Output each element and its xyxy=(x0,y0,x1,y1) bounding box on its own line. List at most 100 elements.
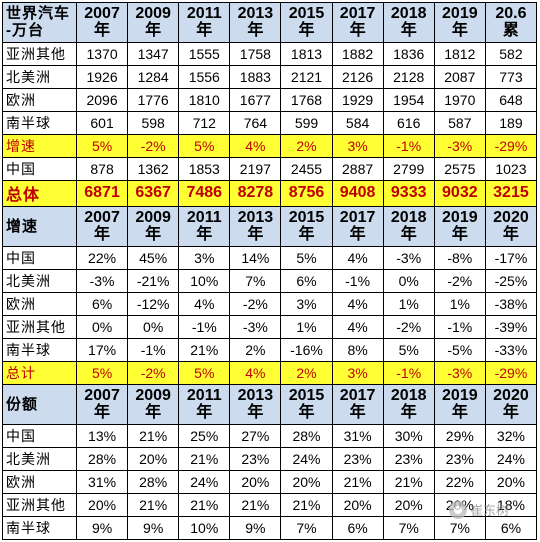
value-cell: 648 xyxy=(484,87,538,112)
table-row: 北美洲 1926 1284 1556 1883 2121 2126 2128 2087 773 xyxy=(2,64,538,89)
value-cell: 18% xyxy=(484,492,538,517)
value-cell: 582 xyxy=(484,41,538,66)
value-cell: 2455 xyxy=(280,156,333,181)
row-label-cell: 北美洲 xyxy=(2,268,77,293)
table-row: 中国 22% 45% 3% 14% 5% 4% -3% -8% -17% xyxy=(2,245,538,270)
table-row: 北美洲 28% 20% 21% 23% 24% 23% 23% 23% 24% xyxy=(2,446,538,471)
value-cell: -17% xyxy=(484,245,538,270)
value-cell: -8% xyxy=(433,245,486,270)
value-cell: 0% xyxy=(75,314,129,339)
value-cell: 4% xyxy=(178,291,231,316)
year-header-cell: 2020 年 xyxy=(484,206,538,247)
value-cell: 31% xyxy=(75,469,129,494)
year-header-cell: 2018 年 xyxy=(382,2,435,43)
year-header-cell: 20.6 累 xyxy=(484,2,538,43)
value-cell: 189 xyxy=(484,110,538,135)
value-cell: 7% xyxy=(229,268,282,293)
value-cell: 0% xyxy=(382,268,435,293)
value-cell: 7% xyxy=(382,515,435,541)
value-cell: 2799 xyxy=(382,156,435,181)
value-cell: 20% xyxy=(382,492,435,517)
year-header-cell: 2011 年 xyxy=(178,2,231,43)
value-cell: 7486 xyxy=(178,179,231,208)
value-cell: 28% xyxy=(127,469,180,494)
value-cell: 4% xyxy=(229,360,282,385)
value-cell: 23% xyxy=(433,446,486,471)
value-cell: 6% xyxy=(331,515,384,541)
value-cell: 6367 xyxy=(127,179,180,208)
value-cell: 1929 xyxy=(331,87,384,112)
row-label-cell: 欧洲 xyxy=(2,469,77,494)
value-cell: 3% xyxy=(178,245,231,270)
year-header-cell: 2009 年 xyxy=(127,383,180,425)
year-header-cell: 2017 年 xyxy=(331,383,384,425)
value-cell: 7% xyxy=(280,515,333,541)
table-row: 欧洲 6% -12% 4% -2% 3% 4% 1% 1% -38% xyxy=(2,291,538,316)
value-cell: 5% xyxy=(75,133,129,158)
value-cell: 1370 xyxy=(75,41,129,66)
header-label-cell: 增速 xyxy=(2,206,77,247)
value-cell: 1284 xyxy=(127,64,180,89)
value-cell: 5% xyxy=(280,245,333,270)
value-cell: -2% xyxy=(127,360,180,385)
row-label-cell: 总体 xyxy=(2,179,77,208)
value-cell: -3% xyxy=(433,360,486,385)
value-cell: 1813 xyxy=(280,41,333,66)
value-cell: 21% xyxy=(178,492,231,517)
value-cell: 6% xyxy=(484,515,538,541)
value-cell: 21% xyxy=(382,469,435,494)
value-cell: -1% xyxy=(331,268,384,293)
value-cell: 712 xyxy=(178,110,231,135)
value-cell: 4% xyxy=(331,245,384,270)
value-cell: -25% xyxy=(484,268,538,293)
table-row: 欧洲 2096 1776 1810 1677 1768 1929 1954 1970 648 xyxy=(2,87,538,112)
value-cell: -16% xyxy=(280,337,333,362)
year-header-cell: 2015 年 xyxy=(280,2,333,43)
header-row: 份额 2007 年 2009 年 2011 年 2013 年 2015 年 2017 年 20… xyxy=(2,383,538,425)
value-cell: 1555 xyxy=(178,41,231,66)
value-cell: -1% xyxy=(433,314,486,339)
value-cell: 20% xyxy=(127,446,180,471)
value-cell: 21% xyxy=(280,492,333,517)
value-cell: -2% xyxy=(382,314,435,339)
value-cell: 1023 xyxy=(484,156,538,181)
value-cell: -38% xyxy=(484,291,538,316)
header-row: 世界汽车 -万台 2007 年 2009 年 2011 年 2013 年 2015 年 20… xyxy=(2,2,538,43)
value-cell: 20% xyxy=(75,492,129,517)
year-header-cell: 2011 年 xyxy=(178,206,231,247)
row-label-cell: 亚洲其他 xyxy=(2,492,77,517)
value-cell: 587 xyxy=(433,110,486,135)
value-cell: 1882 xyxy=(331,41,384,66)
row-label-cell: 中国 xyxy=(2,423,77,448)
value-cell: 0% xyxy=(127,314,180,339)
value-cell: 28% xyxy=(280,423,333,448)
watermark: 崔东树 xyxy=(449,500,509,519)
year-header-cell: 2015 年 xyxy=(280,206,333,247)
value-cell: -1% xyxy=(382,360,435,385)
value-cell: -3% xyxy=(382,245,435,270)
value-cell: 31% xyxy=(331,423,384,448)
value-cell: 878 xyxy=(75,156,129,181)
value-cell: 8278 xyxy=(229,179,282,208)
row-label-cell: 中国 xyxy=(2,245,77,270)
value-cell: 599 xyxy=(280,110,333,135)
year-header-cell: 2013 年 xyxy=(229,2,282,43)
value-cell: 29% xyxy=(433,423,486,448)
value-cell: 1810 xyxy=(178,87,231,112)
value-cell: -1% xyxy=(382,133,435,158)
year-header-cell: 2018 年 xyxy=(382,206,435,247)
value-cell: 25% xyxy=(178,423,231,448)
value-cell: 6% xyxy=(280,268,333,293)
table-row: 南半球 601 598 712 764 599 584 616 587 189 xyxy=(2,110,538,135)
row-label-cell: 亚洲其他 xyxy=(2,314,77,339)
value-cell: -2% xyxy=(433,268,486,293)
row-label-cell: 欧洲 xyxy=(2,87,77,112)
value-cell: 2121 xyxy=(280,64,333,89)
year-header-cell: 2013 年 xyxy=(229,383,282,425)
row-label-cell: 欧洲 xyxy=(2,291,77,316)
value-cell: 22% xyxy=(433,469,486,494)
table-row: 增速 5% -2% 5% 4% 2% 3% -1% -3% -29% xyxy=(2,133,538,158)
value-cell: 5% xyxy=(178,360,231,385)
value-cell: 23% xyxy=(331,446,384,471)
